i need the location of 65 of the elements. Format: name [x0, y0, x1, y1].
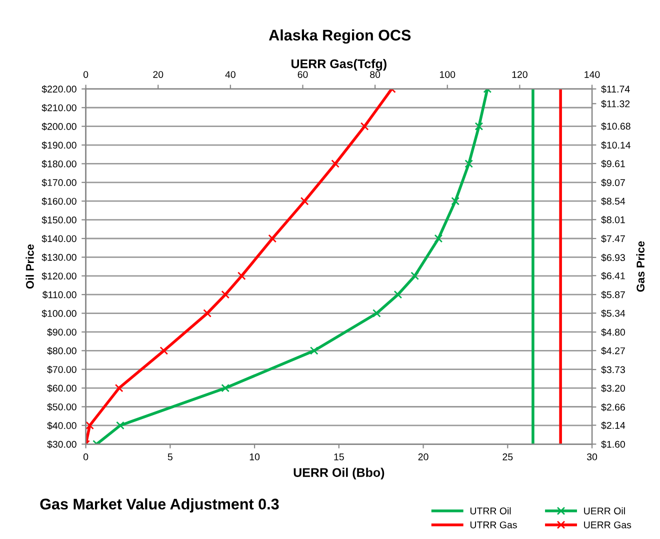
y2-tick-label: $10.14	[601, 141, 630, 150]
y-tick-label: $200.00	[42, 122, 76, 131]
x-tick-label: 25	[502, 453, 513, 460]
legend-label: UTRR Oil	[470, 507, 511, 514]
y-axis-title: Oil Price	[26, 244, 34, 289]
legend-label: UERR Gas	[584, 521, 632, 528]
y2-tick-label: $10.68	[601, 122, 630, 130]
y2-tick-label: $11.32	[601, 100, 630, 108]
y-tick-label: $70.00	[47, 366, 76, 374]
y-tick-label: $160.00	[42, 197, 76, 206]
text: Gas Market Value Adjustment 0.3	[40, 498, 279, 513]
legend-label: UTRR Gas	[470, 521, 517, 528]
x-tick-label: 15	[334, 454, 344, 460]
x2-axis-title: UERR Gas(Tcfg)	[292, 59, 386, 71]
y-tick-label: $110.00	[42, 290, 76, 299]
x-tick-label: 10	[250, 453, 260, 460]
x2-tick-label: 80	[370, 71, 380, 78]
y-tick-label: $40.00	[47, 422, 76, 430]
y2-tick-label: $9.07	[601, 178, 625, 187]
x2-tick-label: 120	[512, 71, 528, 78]
x2-tick-label: 40	[225, 71, 236, 78]
y2-tick-label: $3.20	[601, 384, 625, 392]
y2-axis-title: Gas Price	[636, 241, 644, 292]
y2-tick-label: $11.74	[601, 85, 630, 94]
x-axis-title: UERR Oil (Bbo)	[294, 468, 384, 480]
x2-tick-label: 20	[153, 71, 164, 78]
x-tick-label: 30	[586, 453, 598, 460]
y-tick-label: $130.00	[42, 254, 76, 262]
y-tick-label: $50.00	[47, 403, 76, 411]
y-tick-label: $140.00	[42, 234, 76, 243]
y2-tick-label: $1.60	[601, 440, 625, 448]
y-tick-label: $150.00	[42, 216, 76, 224]
y2-tick-label: $6.93	[601, 254, 625, 262]
chart-title: Alaska Region OCS	[268, 29, 411, 44]
y2-tick-label: $3.73	[601, 366, 625, 374]
y2-tick-label: $2.66	[601, 403, 625, 412]
y2-tick-label: $4.80	[601, 328, 625, 336]
x-tick-label: 0	[83, 453, 88, 460]
y2-tick-label: $8.54	[601, 197, 626, 206]
legend-label: UERR Oil	[584, 507, 625, 514]
x2-tick-label: 60	[298, 71, 308, 78]
y-tick-label: $60.00	[47, 384, 76, 392]
y-tick-label: $30.00	[47, 440, 76, 448]
y2-tick-label: $5.34	[601, 309, 626, 318]
y-tick-label: $90.00	[47, 328, 76, 336]
y2-tick-label: $4.27	[601, 346, 625, 355]
x2-tick-label: 140	[584, 71, 600, 78]
y2-tick-label: $5.87	[601, 290, 625, 299]
y-tick-label: $220.00	[42, 85, 76, 94]
y-tick-label: $180.00	[42, 160, 76, 168]
x-tick-label: 5	[168, 454, 172, 460]
y-tick-label: $80.00	[47, 346, 76, 355]
y-tick-label: $170.00	[42, 178, 76, 187]
y2-tick-label: $6.41	[601, 272, 625, 280]
y-tick-label: $210.00	[42, 104, 76, 112]
y2-tick-label: $7.47	[601, 234, 625, 243]
x2-tick-label: 0	[83, 71, 88, 78]
x-tick-label: 20	[418, 453, 428, 460]
y2-tick-label: $2.14	[601, 422, 626, 430]
y-tick-label: $190.00	[42, 141, 76, 150]
y2-tick-label: $9.61	[601, 160, 625, 168]
y2-tick-label: $8.01	[601, 216, 625, 224]
y-tick-label: $100.00	[42, 310, 76, 318]
y-tick-label: $120.00	[42, 272, 76, 280]
x2-tick-label: 100	[440, 71, 456, 78]
